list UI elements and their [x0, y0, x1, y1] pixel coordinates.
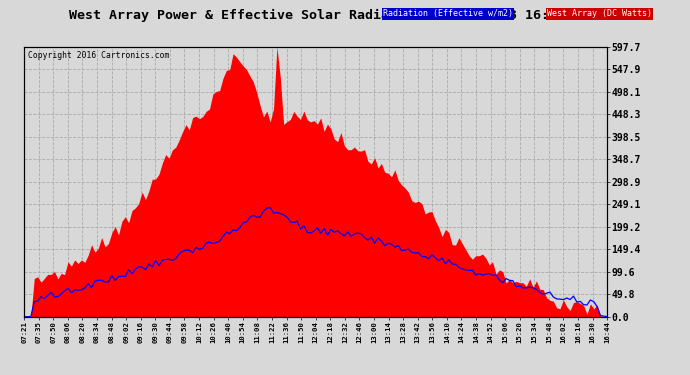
Text: Radiation (Effective w/m2): Radiation (Effective w/m2): [383, 9, 513, 18]
Text: West Array Power & Effective Solar Radiation  Sat Jan 23 16:48: West Array Power & Effective Solar Radia…: [70, 9, 565, 22]
Text: West Array (DC Watts): West Array (DC Watts): [547, 9, 652, 18]
Text: Copyright 2016 Cartronics.com: Copyright 2016 Cartronics.com: [28, 51, 169, 60]
